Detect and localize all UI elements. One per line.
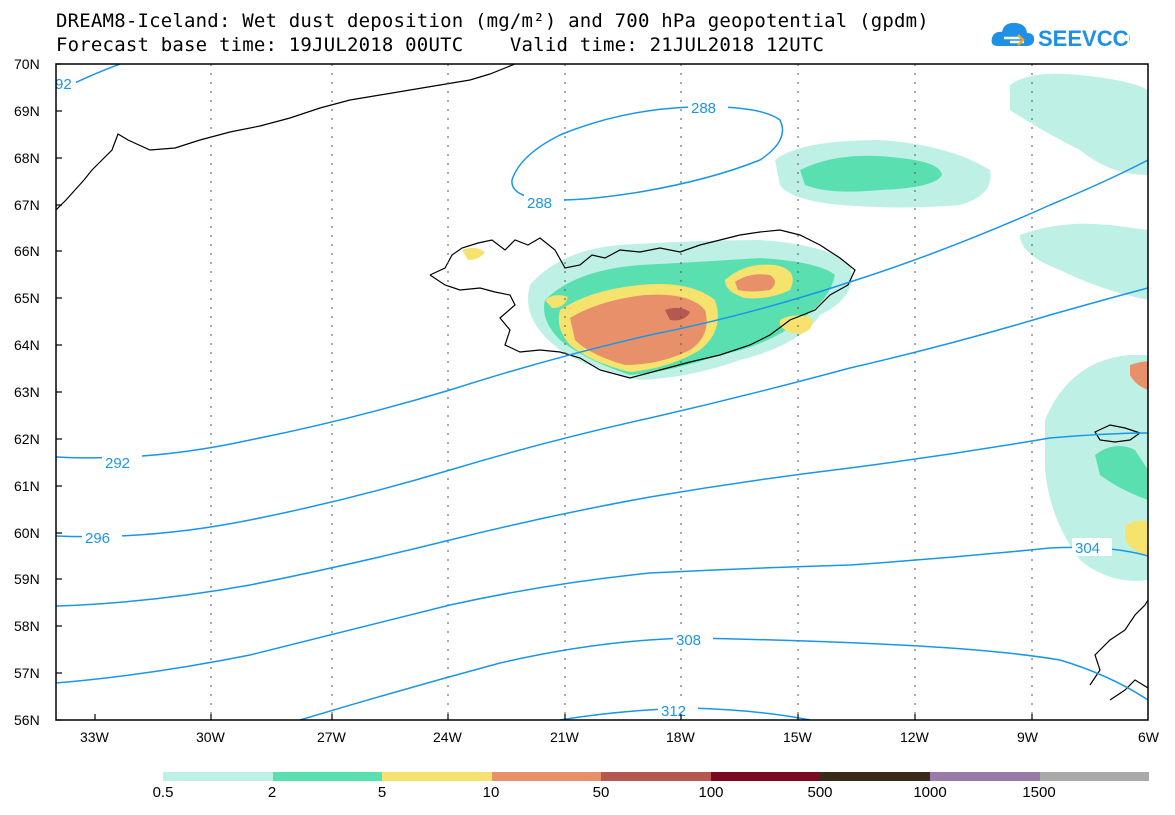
map-title: DREAM8-Iceland: Wet dust deposition (mg/… xyxy=(56,10,929,32)
colorbar-swatch xyxy=(382,772,492,781)
lon-label: 24W xyxy=(433,729,463,745)
dust-area-east-north xyxy=(1010,73,1148,175)
lat-label: 65N xyxy=(14,290,40,306)
colorbar-label: 50 xyxy=(592,784,610,801)
contour-label-312: 312 xyxy=(661,703,686,720)
contour-label-296: 296 xyxy=(85,530,110,547)
contour-292 xyxy=(56,159,1148,459)
colorbar-swatch xyxy=(710,772,821,781)
contour-300 xyxy=(56,432,1148,607)
dust-area-iceland-w xyxy=(545,295,568,308)
contour-308 xyxy=(299,637,1148,720)
contour-label-304: 304 xyxy=(1075,540,1100,557)
dust-area-east-yellow xyxy=(1125,520,1148,555)
dust-area-iceland-dark xyxy=(665,307,690,321)
lat-label: 68N xyxy=(14,150,40,166)
lat-label: 64N xyxy=(14,337,40,353)
colorbar-labels: 0.5 2 5 10 50 100 500 1000 1500 xyxy=(0,784,1175,808)
lat-label: 61N xyxy=(14,478,40,494)
contour-label-92: 92 xyxy=(55,76,72,93)
colorbar-label: 100 xyxy=(698,784,724,801)
greenland-coast xyxy=(56,64,516,211)
map-panel: 92 288 288 292 296 304 308 312 70N 69N 6… xyxy=(14,56,1160,745)
lon-label: 9W xyxy=(1017,729,1039,745)
contour-288-closed xyxy=(511,106,784,201)
lat-label: 60N xyxy=(14,525,40,541)
lat-label: 56N xyxy=(14,712,40,728)
colorbar-swatch xyxy=(491,772,602,781)
lon-label: 18W xyxy=(666,729,696,745)
contour-label-308: 308 xyxy=(676,632,701,649)
lon-label: 30W xyxy=(196,729,226,745)
colorbar xyxy=(163,772,1150,781)
map-frame xyxy=(55,63,1149,721)
colorbar-swatch xyxy=(601,772,711,781)
seevccc-logo: SEEVCCC xyxy=(991,22,1130,51)
dust-area-east-south-green xyxy=(1095,446,1148,500)
lat-label: 69N xyxy=(14,103,40,119)
longitude-labels: 33W 30W 27W 24W 21W 18W 15W 12W 9W 6W xyxy=(80,729,1160,745)
contour-label-288-bottom: 288 xyxy=(527,195,552,212)
lat-label: 66N xyxy=(14,243,40,259)
faroe-islands-coast xyxy=(1094,424,1142,443)
colorbar-label: 5 xyxy=(377,784,387,801)
coastlines xyxy=(56,64,1148,701)
lat-label: 57N xyxy=(14,665,40,681)
lon-label: 15W xyxy=(783,729,813,745)
lon-label: 6W xyxy=(1138,729,1160,745)
dust-deposition-layer xyxy=(462,73,1148,581)
colorbar-label: 0.5 xyxy=(152,784,174,801)
dust-area-iceland-se xyxy=(780,315,813,334)
cloud-logo-icon xyxy=(991,22,1035,46)
geopotential-contours xyxy=(56,64,1148,720)
colorbar-swatch xyxy=(272,772,383,781)
colorbar-swatch xyxy=(163,772,273,781)
colorbar-swatch xyxy=(929,772,1040,781)
lat-label: 62N xyxy=(14,431,40,447)
colorbar-label: 10 xyxy=(482,784,500,801)
lat-label: 58N xyxy=(14,618,40,634)
iceland-coast xyxy=(429,229,856,379)
map-subtitle: Forecast base time: 19JUL2018 00UTC Vali… xyxy=(56,34,825,56)
colorbar-label: 500 xyxy=(807,784,833,801)
colorbar-label: 2 xyxy=(267,784,277,801)
colorbar-swatch xyxy=(820,772,930,781)
dust-area-iceland-nw xyxy=(462,247,485,260)
axis-ticks xyxy=(56,63,1033,721)
lon-label: 27W xyxy=(317,729,347,745)
lon-label: 21W xyxy=(550,729,580,745)
contour-304 xyxy=(56,546,1148,684)
logo-text: SEEVCCC xyxy=(1038,26,1130,51)
colorbar-label: 1500 xyxy=(1022,784,1056,801)
lat-label: 70N xyxy=(14,56,40,72)
colorbar-label: 1000 xyxy=(913,784,947,801)
dust-area-east-mid xyxy=(1020,223,1148,300)
dust-area-north-green xyxy=(800,155,942,192)
lat-label: 63N xyxy=(14,384,40,400)
lat-label: 59N xyxy=(14,571,40,587)
lat-label: 67N xyxy=(14,197,40,213)
colorbar-swatch xyxy=(1039,772,1150,781)
graticule xyxy=(210,64,1033,720)
scotland-coast xyxy=(1089,599,1148,701)
lon-label: 12W xyxy=(900,729,930,745)
latitude-labels: 70N 69N 68N 67N 66N 65N 64N 63N 62N 61N … xyxy=(14,56,40,728)
dust-area-east-south xyxy=(1045,355,1148,581)
contour-296 xyxy=(56,287,1148,538)
lon-label: 33W xyxy=(80,729,110,745)
dust-area-east-orange xyxy=(1130,361,1148,390)
contour-label-292: 292 xyxy=(105,455,130,472)
contour-labels: 92 288 288 292 296 304 308 312 xyxy=(54,74,1112,720)
dust-area-iceland-east-orange xyxy=(735,274,775,292)
contour-label-288-top: 288 xyxy=(691,100,716,117)
